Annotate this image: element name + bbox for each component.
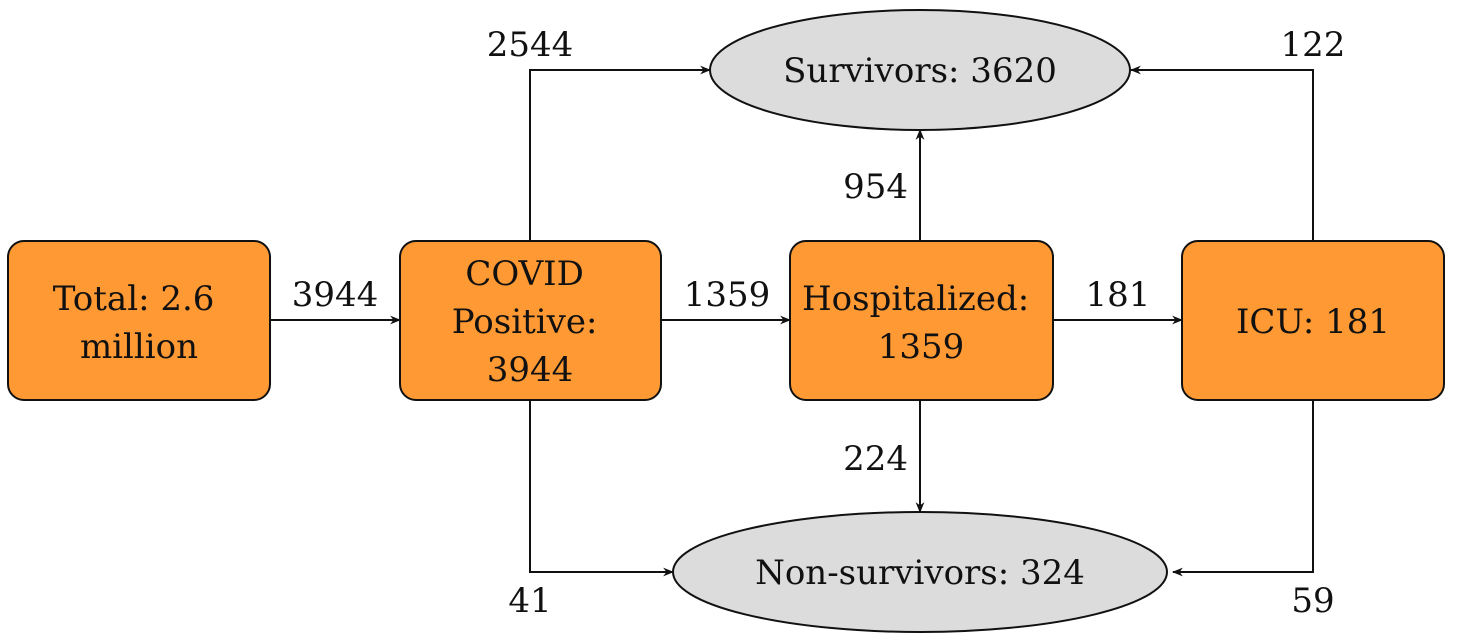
node-covid-line-2: Positive:: [452, 302, 598, 342]
edge-label-icu-to-nonsurvivors: 59: [1291, 581, 1334, 621]
node-total: Total: 2.6 million: [7, 240, 271, 401]
node-icu-box: [1181, 240, 1445, 401]
node-icu-line-1: ICU: 181: [1236, 302, 1390, 342]
edge-label-covid-to-hospitalized: 1359: [684, 275, 771, 315]
node-survivors-line-1: Survivors: 3620: [783, 51, 1057, 91]
node-survivors-ellipse: [709, 9, 1131, 131]
edge-label-hospitalized-to-survivors: 954: [843, 167, 908, 207]
node-icu: ICU: 181: [1181, 240, 1445, 401]
node-survivors-label: Survivors: 3620: [783, 51, 1057, 91]
node-nonsurvivors: Non-survivors: 324: [672, 511, 1168, 633]
node-covid-positive-label: COVID Positive: 3944: [452, 254, 608, 390]
node-total-line-2: million: [80, 327, 198, 367]
node-nonsurvivors-line-1: Non-survivors: 324: [755, 553, 1085, 593]
node-covid-positive-box: [399, 240, 662, 401]
edge-icu-to-survivors: [1129, 65, 1314, 241]
node-hospitalized-label: Hospitalized: 1359: [802, 279, 1040, 367]
node-total-line-1: Total: 2.6: [53, 279, 215, 319]
node-hospitalized-box: [789, 240, 1054, 401]
node-survivors: Survivors: 3620: [709, 9, 1131, 131]
edges: [270, 65, 1314, 577]
node-total-label: Total: 2.6 million: [53, 279, 225, 367]
edge-label-icu-to-survivors: 122: [1281, 25, 1346, 65]
edge-icu-to-nonsurvivors: [1171, 400, 1314, 577]
node-hospitalized: Hospitalized: 1359: [789, 240, 1054, 401]
node-covid-line-3: 3944: [487, 350, 574, 390]
node-hospitalized-line-2: 1359: [878, 327, 965, 367]
node-covid-positive: COVID Positive: 3944: [399, 240, 662, 401]
node-covid-line-1: COVID: [465, 254, 584, 294]
node-total-box: [7, 240, 271, 401]
node-hospitalized-line-1: Hospitalized:: [802, 279, 1029, 319]
edge-labels: 3944 2544 41 1359 954 224 181 122 59: [292, 25, 1346, 621]
edge-label-covid-to-nonsurvivors: 41: [508, 581, 551, 621]
node-nonsurvivors-label: Non-survivors: 324: [755, 553, 1085, 593]
node-icu-label: ICU: 181: [1236, 302, 1390, 342]
edge-covid-to-nonsurvivors: [529, 400, 675, 577]
edge-covid-to-survivors: [529, 65, 712, 241]
edge-label-hospitalized-to-nonsurvivors: 224: [843, 439, 908, 479]
node-nonsurvivors-ellipse: [672, 511, 1168, 633]
edge-label-total-to-covid: 3944: [292, 275, 379, 315]
edge-label-covid-to-survivors: 2544: [487, 25, 574, 65]
edge-label-hospitalized-to-icu: 181: [1086, 275, 1151, 315]
